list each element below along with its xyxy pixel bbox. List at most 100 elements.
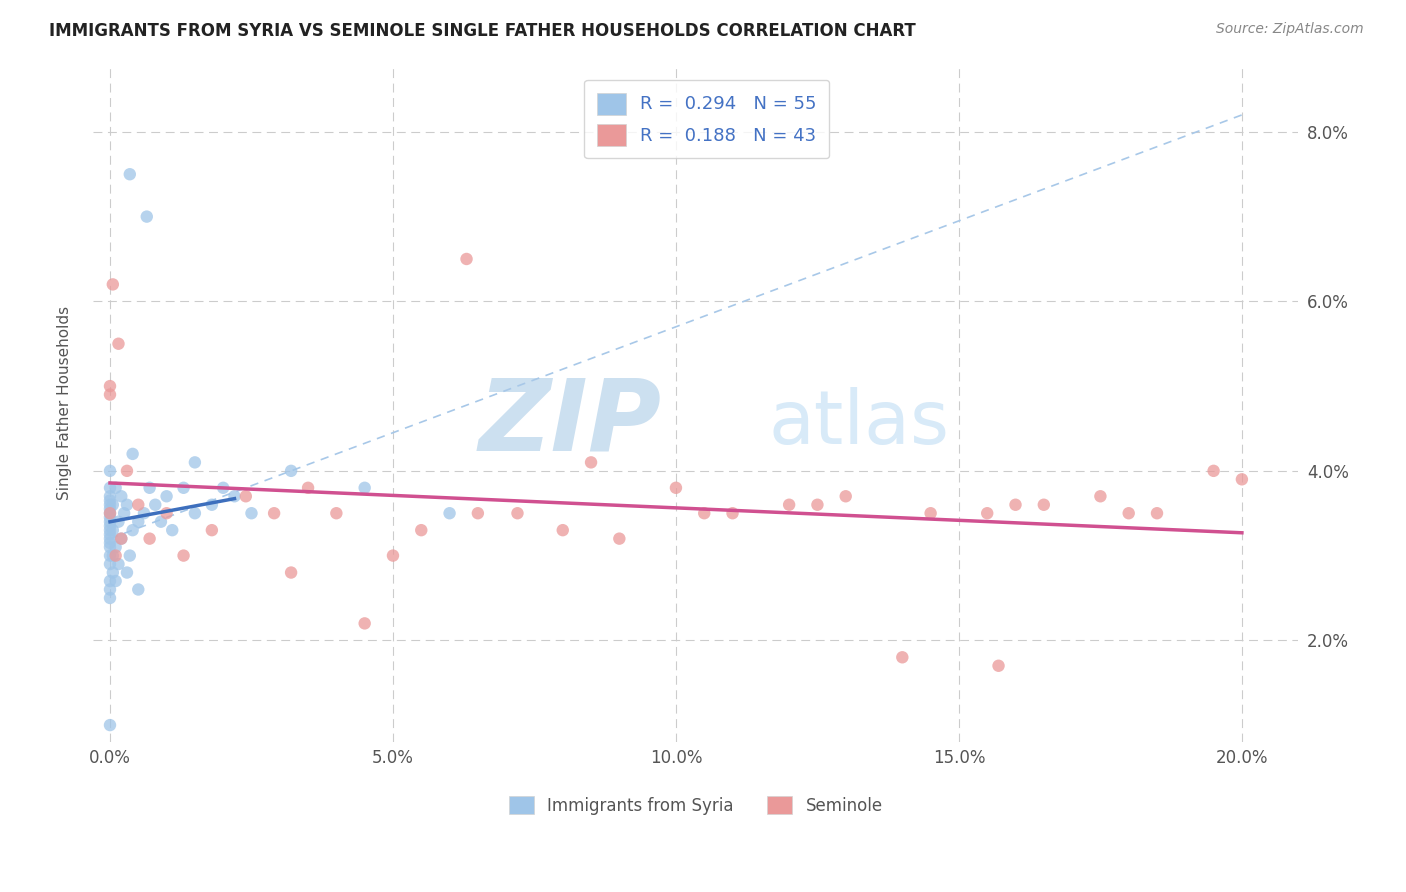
Seminole: [721, 506, 744, 520]
Immigrants from Syria: [98, 493, 121, 508]
Seminole: [101, 277, 124, 292]
Immigrants from Syria: [98, 557, 121, 571]
Seminole: [138, 532, 160, 546]
Immigrants from Syria: [107, 515, 129, 529]
Seminole: [107, 336, 129, 351]
Seminole: [1118, 506, 1140, 520]
Seminole: [1146, 506, 1168, 520]
Immigrants from Syria: [98, 540, 121, 554]
Immigrants from Syria: [98, 582, 121, 597]
Immigrants from Syria: [98, 527, 121, 541]
Immigrants from Syria: [98, 591, 121, 605]
Seminole: [609, 532, 631, 546]
Immigrants from Syria: [98, 515, 121, 529]
Seminole: [115, 464, 138, 478]
Seminole: [1202, 464, 1225, 478]
Immigrants from Syria: [115, 498, 138, 512]
Seminole: [280, 566, 302, 580]
Immigrants from Syria: [98, 549, 121, 563]
Seminole: [98, 387, 121, 401]
Immigrants from Syria: [98, 464, 121, 478]
Seminole: [127, 498, 149, 512]
Immigrants from Syria: [121, 523, 143, 537]
Immigrants from Syria: [98, 574, 121, 588]
Immigrants from Syria: [155, 489, 177, 503]
Immigrants from Syria: [439, 506, 461, 520]
Seminole: [110, 532, 132, 546]
Immigrants from Syria: [107, 557, 129, 571]
Seminole: [835, 489, 858, 503]
Seminole: [1004, 498, 1026, 512]
Seminole: [263, 506, 285, 520]
Seminole: [987, 658, 1010, 673]
Seminole: [235, 489, 257, 503]
Immigrants from Syria: [135, 210, 157, 224]
Seminole: [201, 523, 224, 537]
Immigrants from Syria: [98, 510, 121, 524]
Seminole: [778, 498, 800, 512]
Immigrants from Syria: [118, 167, 141, 181]
Immigrants from Syria: [101, 549, 124, 563]
Seminole: [1230, 472, 1253, 486]
Immigrants from Syria: [127, 515, 149, 529]
Immigrants from Syria: [184, 455, 207, 469]
Immigrants from Syria: [98, 481, 121, 495]
Immigrants from Syria: [149, 515, 172, 529]
Legend: Immigrants from Syria, Seminole: Immigrants from Syria, Seminole: [501, 788, 891, 823]
Immigrants from Syria: [104, 481, 127, 495]
Immigrants from Syria: [118, 549, 141, 563]
Seminole: [98, 506, 121, 520]
Immigrants from Syria: [121, 447, 143, 461]
Seminole: [297, 481, 319, 495]
Immigrants from Syria: [104, 540, 127, 554]
Immigrants from Syria: [98, 536, 121, 550]
Immigrants from Syria: [173, 481, 195, 495]
Immigrants from Syria: [224, 489, 246, 503]
Text: ZIP: ZIP: [479, 375, 662, 472]
Immigrants from Syria: [162, 523, 184, 537]
Seminole: [381, 549, 404, 563]
Seminole: [665, 481, 688, 495]
Immigrants from Syria: [101, 498, 124, 512]
Seminole: [1090, 489, 1112, 503]
Seminole: [920, 506, 942, 520]
Immigrants from Syria: [353, 481, 375, 495]
Immigrants from Syria: [98, 523, 121, 537]
Immigrants from Syria: [110, 532, 132, 546]
Immigrants from Syria: [98, 498, 121, 512]
Text: atlas: atlas: [768, 387, 949, 460]
Seminole: [976, 506, 998, 520]
Immigrants from Syria: [127, 582, 149, 597]
Text: IMMIGRANTS FROM SYRIA VS SEMINOLE SINGLE FATHER HOUSEHOLDS CORRELATION CHART: IMMIGRANTS FROM SYRIA VS SEMINOLE SINGLE…: [49, 22, 915, 40]
Immigrants from Syria: [212, 481, 235, 495]
Seminole: [579, 455, 602, 469]
Immigrants from Syria: [98, 532, 121, 546]
Seminole: [806, 498, 828, 512]
Seminole: [98, 379, 121, 393]
Immigrants from Syria: [104, 574, 127, 588]
Immigrants from Syria: [184, 506, 207, 520]
Text: Source: ZipAtlas.com: Source: ZipAtlas.com: [1216, 22, 1364, 37]
Seminole: [173, 549, 195, 563]
Seminole: [325, 506, 347, 520]
Immigrants from Syria: [98, 489, 121, 503]
Seminole: [506, 506, 529, 520]
Seminole: [104, 549, 127, 563]
Seminole: [551, 523, 574, 537]
Immigrants from Syria: [115, 566, 138, 580]
Seminole: [467, 506, 489, 520]
Seminole: [353, 616, 375, 631]
Seminole: [411, 523, 433, 537]
Immigrants from Syria: [110, 489, 132, 503]
Seminole: [891, 650, 914, 665]
Immigrants from Syria: [280, 464, 302, 478]
Immigrants from Syria: [98, 519, 121, 533]
Immigrants from Syria: [98, 718, 121, 732]
Seminole: [693, 506, 716, 520]
Immigrants from Syria: [98, 506, 121, 520]
Immigrants from Syria: [98, 502, 121, 516]
Y-axis label: Single Father Households: Single Father Households: [58, 306, 72, 500]
Immigrants from Syria: [138, 481, 160, 495]
Immigrants from Syria: [112, 506, 135, 520]
Seminole: [1032, 498, 1054, 512]
